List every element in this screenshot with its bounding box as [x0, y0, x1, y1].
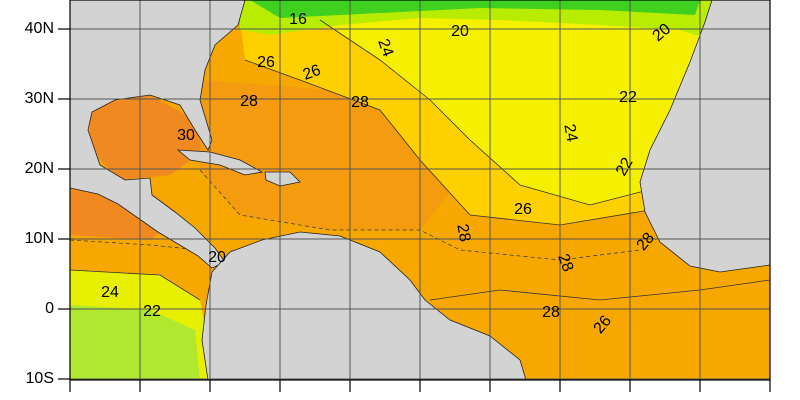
contour-line — [70, 269, 201, 301]
lat-label: 30N — [25, 90, 54, 107]
contour-line — [319, 19, 649, 206]
south-america — [201, 231, 527, 380]
contour-label: 26 — [514, 201, 532, 218]
map-area — [70, 0, 770, 380]
lat-label: 0 — [45, 300, 54, 317]
contour-label: 22 — [619, 89, 637, 106]
north-america — [70, 0, 246, 269]
contour-label: 22 — [613, 155, 637, 179]
contour-label: 20 — [208, 249, 226, 266]
contour-line — [429, 279, 770, 301]
contour-label: 24 — [374, 37, 396, 60]
lat-label: 40N — [25, 20, 54, 37]
contour-label: 28 — [351, 94, 369, 111]
africa-europe — [639, 0, 770, 273]
lat-label: 10S — [26, 370, 54, 387]
contour-label: 26 — [257, 54, 275, 71]
contour-label: 28 — [240, 93, 258, 110]
lat-label: 10N — [25, 230, 54, 247]
contour-label: 26 — [301, 62, 324, 84]
lat-axis: 40N 30N 20N 10N 0 10S — [25, 20, 70, 387]
contour-label: 24 — [101, 284, 119, 301]
contour-label: 22 — [143, 303, 161, 320]
warm-core — [70, 185, 170, 240]
contour-label: 28 — [554, 252, 576, 275]
contour-label: 24 — [560, 123, 580, 144]
warm-core — [90, 95, 205, 180]
hispaniola — [264, 171, 301, 187]
contour-label: 28 — [453, 223, 473, 244]
lat-label: 20N — [25, 160, 54, 177]
contour-label: 30 — [177, 127, 195, 144]
contour-line — [70, 239, 201, 251]
contour-label: 28 — [542, 304, 560, 321]
cold-core — [250, 0, 700, 18]
contour-label: 20 — [451, 23, 469, 40]
cold-region — [70, 305, 200, 380]
graticule — [70, 0, 770, 380]
contour-label: 16 — [289, 11, 307, 28]
